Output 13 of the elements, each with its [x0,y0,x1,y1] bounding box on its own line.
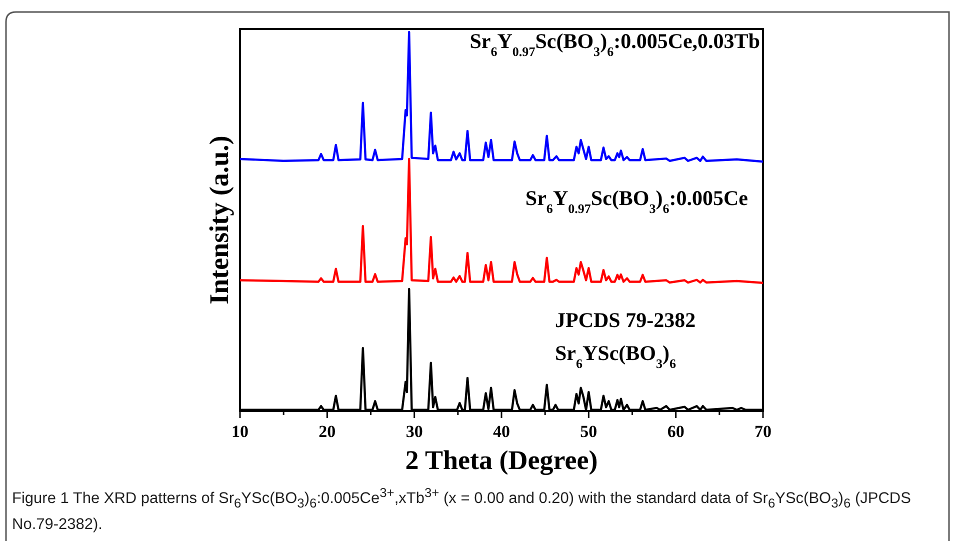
x-tick-label: 20 [318,422,336,441]
x-tick-label: 40 [493,422,510,441]
series-label: JPCDS 79-2382 Sr$_{6}$YSc(BO$_{3}$)$_{6}$ [555,308,696,370]
text: Sr$_{6}$Y$_{0.97}$Sc(BO$_{3}$)$_{6}$:0.005Ce,0.03Tb [470,29,760,58]
x-tick-label: 10 [232,422,248,441]
x-tick-label: 30 [406,422,423,441]
x-tick-label: 70 [754,422,772,441]
text: Figure 1 The XRD patterns of Sr$_{6}$YSc(BO$_{3}$)$_{6}$:0.005Ce$^{3+}$,xTb$^{3+}$ (x = 0.00 and 0.20) with the standard data of Sr$_{6}$YSc(BO$_{3}$)$_{6}$ (JPCDS No.79-2382). [12,485,911,534]
x-axis-title: 2 Theta (Degree) [405,445,598,475]
text: Sr$_{6}$Y$_{0.97}$Sc(BO$_{3}$)$_{6}$:0.005Ce [525,186,748,216]
y-axis-title: Intensity (a.u.) [204,136,234,304]
x-tick-label: 60 [667,422,684,441]
x-tick-label: 50 [580,422,598,441]
